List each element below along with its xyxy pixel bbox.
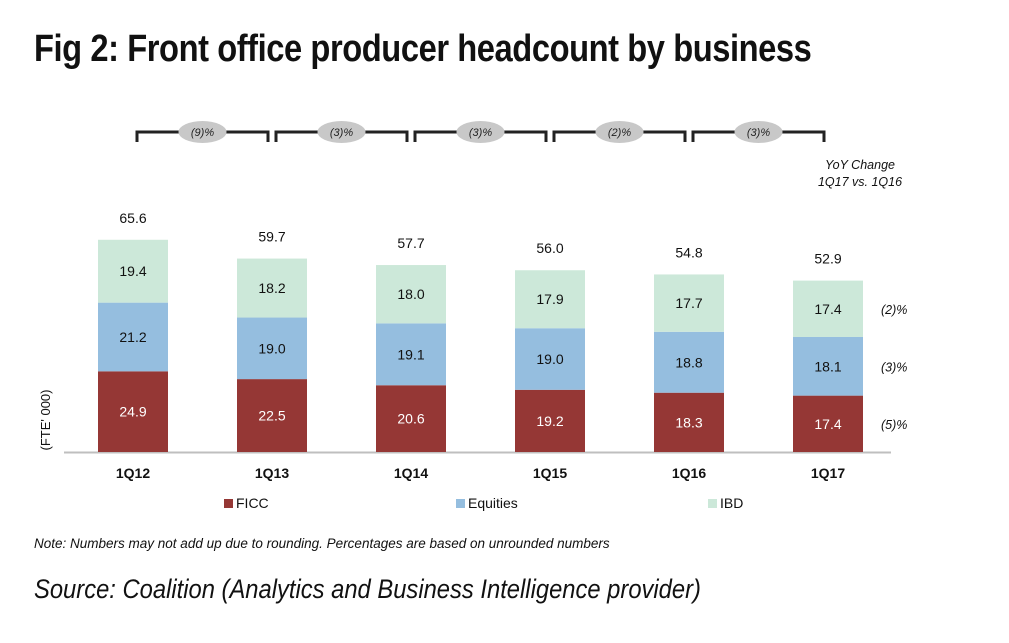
- data-label-ficc-1Q17: 17.4: [814, 416, 841, 432]
- series-yoy-equities: (3)%: [881, 360, 907, 374]
- yoy-badge-5: [734, 121, 783, 143]
- x-tick-label-1Q13: 1Q13: [255, 465, 289, 481]
- bar-equities-1Q14: [376, 323, 446, 386]
- bar-ibd-1Q15: [515, 270, 585, 329]
- data-label-ibd-1Q15: 17.9: [536, 291, 563, 307]
- footnote: Note: Numbers may not add up due to roun…: [34, 536, 610, 551]
- bar-equities-1Q17: [793, 336, 863, 396]
- yoy-badge-1: [178, 121, 227, 143]
- data-label-equities-1Q16: 18.8: [675, 354, 702, 370]
- data-label-equities-1Q13: 19.0: [258, 340, 285, 356]
- bar-ibd-1Q17: [793, 280, 863, 337]
- data-label-equities-1Q17: 18.1: [814, 358, 841, 374]
- data-label-ficc-1Q16: 18.3: [675, 414, 702, 430]
- data-label-equities-1Q12: 21.2: [119, 329, 146, 345]
- yoy-header-line-1: YoY Change: [825, 158, 895, 172]
- x-tick-label-1Q12: 1Q12: [116, 465, 150, 481]
- data-label-ficc-1Q14: 20.6: [397, 411, 424, 427]
- chart-title: Fig 2: Front office producer headcount b…: [34, 28, 812, 70]
- total-label-1Q14: 57.7: [397, 235, 424, 251]
- legend-label-ficc: FICC: [236, 495, 269, 511]
- data-label-ficc-1Q13: 22.5: [258, 408, 285, 424]
- series-yoy-ibd: (2)%: [881, 303, 907, 317]
- bar-ibd-1Q12: [98, 239, 168, 303]
- total-label-1Q13: 59.7: [258, 229, 285, 245]
- data-label-ficc-1Q12: 24.9: [119, 404, 146, 420]
- yoy-badge-text-2: (3)%: [330, 127, 353, 139]
- bar-equities-1Q15: [515, 328, 585, 390]
- yoy-header-line-2: 1Q17 vs. 1Q16: [818, 175, 902, 189]
- legend-label-equities: Equities: [468, 495, 518, 511]
- bar-ficc-1Q16: [654, 392, 724, 452]
- source-line: Source: Coalition (Analytics and Busines…: [34, 574, 701, 604]
- yoy-badge-text-5: (3)%: [747, 127, 770, 139]
- data-label-ibd-1Q13: 18.2: [258, 280, 285, 296]
- yoy-badge-3: [456, 121, 505, 143]
- data-label-ibd-1Q16: 17.7: [675, 295, 702, 311]
- yoy-badge-text-3: (3)%: [469, 127, 492, 139]
- total-label-1Q15: 56.0: [536, 240, 563, 256]
- total-label-1Q16: 54.8: [675, 244, 702, 260]
- bar-ibd-1Q14: [376, 265, 446, 324]
- bar-equities-1Q13: [237, 317, 307, 380]
- bar-ficc-1Q13: [237, 379, 307, 452]
- data-label-ibd-1Q17: 17.4: [814, 301, 841, 317]
- bar-ibd-1Q16: [654, 274, 724, 332]
- yoy-badge-4: [595, 121, 644, 143]
- data-label-ibd-1Q14: 18.0: [397, 286, 424, 302]
- x-tick-label-1Q15: 1Q15: [533, 465, 567, 481]
- legend-swatch-ibd: [708, 499, 717, 508]
- bar-equities-1Q12: [98, 302, 168, 372]
- total-label-1Q17: 52.9: [814, 251, 841, 267]
- legend-label-ibd: IBD: [720, 495, 743, 511]
- legend-swatch-equities: [456, 499, 465, 508]
- data-label-ficc-1Q15: 19.2: [536, 413, 563, 429]
- data-label-equities-1Q15: 19.0: [536, 351, 563, 367]
- bar-ficc-1Q15: [515, 389, 585, 452]
- y-axis-label: (FTE' 000): [38, 390, 53, 451]
- x-tick-label-1Q16: 1Q16: [672, 465, 706, 481]
- legend-swatch-ficc: [224, 499, 233, 508]
- data-label-ibd-1Q12: 19.4: [119, 263, 146, 279]
- bar-ficc-1Q14: [376, 385, 446, 452]
- bar-ibd-1Q13: [237, 258, 307, 318]
- bar-equities-1Q16: [654, 331, 724, 393]
- total-label-1Q12: 65.6: [119, 210, 146, 226]
- yoy-badge-text-4: (2)%: [608, 127, 631, 139]
- bar-ficc-1Q17: [793, 395, 863, 452]
- yoy-badge-2: [317, 121, 366, 143]
- series-yoy-ficc: (5)%: [881, 418, 907, 432]
- x-tick-label-1Q14: 1Q14: [394, 465, 428, 481]
- yoy-badge-text-1: (9)%: [191, 127, 214, 139]
- data-label-equities-1Q14: 19.1: [397, 346, 424, 362]
- bar-ficc-1Q12: [98, 371, 168, 452]
- x-tick-label-1Q17: 1Q17: [811, 465, 845, 481]
